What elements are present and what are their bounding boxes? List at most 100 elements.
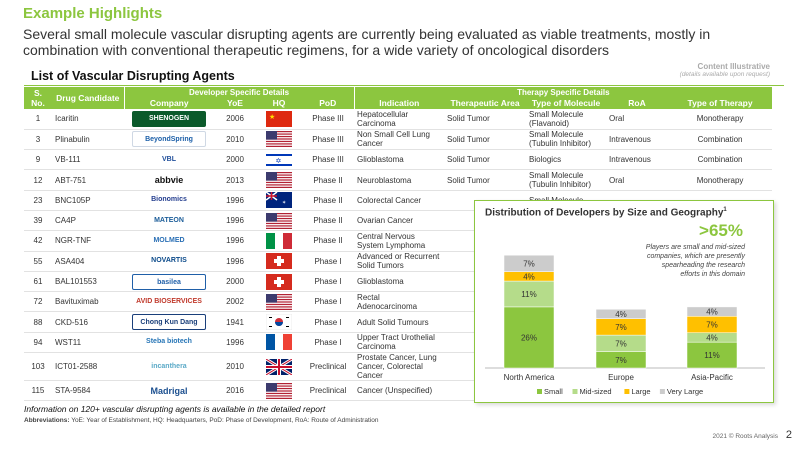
cell-sno: 9 [24, 149, 52, 171]
svg-text:★: ★ [269, 113, 275, 121]
cell-yoe: 2013 [214, 169, 256, 191]
data-label: 4% [706, 308, 718, 317]
data-label: 4% [706, 333, 718, 342]
cell-indication: Neuroblastoma [354, 169, 445, 191]
cell-indication: Colorectal Cancer [354, 190, 445, 211]
legend-swatch [572, 389, 578, 394]
title-divider [24, 85, 784, 86]
cell-company: Bionomics [124, 190, 214, 211]
cell-indication: Advanced or Recurrent Solid Tumors [354, 251, 445, 272]
cell-pod: Preclinical [302, 380, 355, 402]
data-label: 7% [523, 259, 535, 268]
flag-ch-icon [266, 253, 292, 270]
header-hq: HQ [256, 97, 302, 109]
header-indication: Indication [354, 97, 445, 109]
cell-sno: 94 [24, 332, 52, 354]
cell-sno: 39 [24, 210, 52, 232]
cell-roa: Oral [606, 169, 669, 191]
company-logo: Bionomics [132, 192, 206, 209]
cell-hq: ✡ [256, 149, 302, 171]
cell-indication: Adult Solid Tumours [354, 311, 445, 333]
cell-drug: ASA404 [52, 251, 124, 272]
chart-title-footnote-mark: 1 [723, 207, 727, 213]
x-tick-label: North America [504, 373, 555, 382]
header-area: Therapeutic Area [444, 97, 527, 109]
table-column-header: Company YoE HQ PoD Indication Therapeuti… [24, 97, 773, 109]
cell-therapy: Monotherapy [668, 109, 773, 130]
legend-swatch [537, 389, 542, 394]
cell-company: MOLMED [124, 230, 214, 252]
cell-pod: Phase I [302, 311, 355, 333]
svg-text:✶: ✶ [282, 200, 286, 206]
illustrative-detail: (details available upon request) [679, 71, 770, 78]
cell-type: Small Molecule (Tubulin Inhibitor) [526, 169, 607, 191]
header-roa: RoA [606, 97, 669, 109]
company-logo: VBL [132, 151, 206, 168]
flag-fr-icon [266, 334, 292, 351]
cell-yoe: 1996 [214, 190, 256, 211]
header-group-developer: Developer Specific Details [124, 87, 355, 97]
company-logo: SHENOGEN [132, 110, 206, 127]
footnote: Information on 120+ vascular disrupting … [24, 404, 326, 414]
company-logo: Steba biotech [132, 334, 206, 351]
header-pod: PoD [302, 97, 355, 109]
cell-roa: Intravenous [606, 149, 669, 171]
cell-hq [256, 352, 302, 382]
chart-title: Distribution of Developers by Size and G… [485, 207, 727, 218]
copyright: 2021 © Roots Analysis [712, 433, 779, 440]
legend-entry: Small [544, 387, 563, 396]
table-row: 9 VB-111 VBL 2000 ✡ Phase III Glioblastoma Soli… [24, 149, 773, 171]
bar-segment [503, 280, 555, 308]
data-label: 4% [615, 310, 627, 319]
cell-therapy: Combination [668, 149, 773, 171]
cell-area: Solid Tumor [444, 109, 527, 130]
cell-pod: Phase II [302, 169, 355, 191]
company-logo: Madrigal [132, 382, 206, 399]
page-number: 2 [785, 429, 792, 441]
cell-yoe: 1941 [214, 311, 256, 333]
cell-drug: ICT01-2588 [52, 352, 124, 382]
cell-indication: Non Small Cell Lung Cancer [354, 129, 445, 151]
cell-company: incanthera [124, 352, 214, 382]
cell-area: Solid Tumor [444, 169, 527, 191]
cell-pod: Phase III [302, 149, 355, 171]
company-logo: abbvie [132, 172, 206, 189]
cell-hq [256, 380, 302, 402]
cell-drug: BAL101553 [52, 271, 124, 293]
cell-yoe: 2016 [214, 380, 256, 402]
header-drug: Drug Candidate [52, 87, 125, 109]
header-sno: S. No. [24, 87, 52, 109]
flag-it-icon [266, 232, 292, 249]
cell-indication: Glioblastoma [354, 271, 445, 293]
cell-sno: 103 [24, 352, 52, 382]
cell-company: AVID BIOSERVICES [124, 291, 214, 313]
cell-pod: Preclinical [302, 352, 355, 382]
cell-drug: Icaritin [52, 109, 124, 130]
header-company: Company [124, 97, 214, 109]
cell-pod: Phase I [302, 332, 355, 354]
table-row: 3 Plinabulin BeyondSpring 2010 Phase III Non … [24, 129, 773, 151]
cell-pod: Phase I [302, 291, 355, 313]
abbreviations-text: YoE: Year of Establishment, HQ: Headquar… [69, 417, 379, 424]
cell-pod: Phase II [302, 190, 355, 211]
cell-yoe: 2002 [214, 291, 256, 313]
cell-hq [256, 230, 302, 252]
x-tick-label: Europe [608, 373, 634, 382]
cell-type: Biologics [526, 149, 607, 171]
legend-swatch [659, 389, 665, 394]
cell-company: NOVARTIS [124, 251, 214, 272]
cell-company: Madrigal [124, 380, 214, 402]
cell-hq [256, 271, 302, 293]
cell-pod: Phase I [302, 271, 355, 293]
cell-hq: ✶ [256, 190, 302, 211]
cell-hq [256, 129, 302, 151]
cell-yoe: 2010 [214, 129, 256, 151]
cell-indication: Hepatocellular Carcinoma [354, 109, 445, 130]
cell-indication: Central Nervous System Lymphoma [354, 230, 445, 252]
flag-kr-icon [266, 314, 292, 331]
cell-hq [256, 332, 302, 354]
flag-cn-icon: ★ [266, 110, 292, 127]
cell-indication: Upper Tract Urothelial Carcinoma [354, 332, 445, 354]
header-therapy: Type of Therapy [668, 97, 773, 109]
cell-drug: Plinabulin [52, 129, 124, 151]
